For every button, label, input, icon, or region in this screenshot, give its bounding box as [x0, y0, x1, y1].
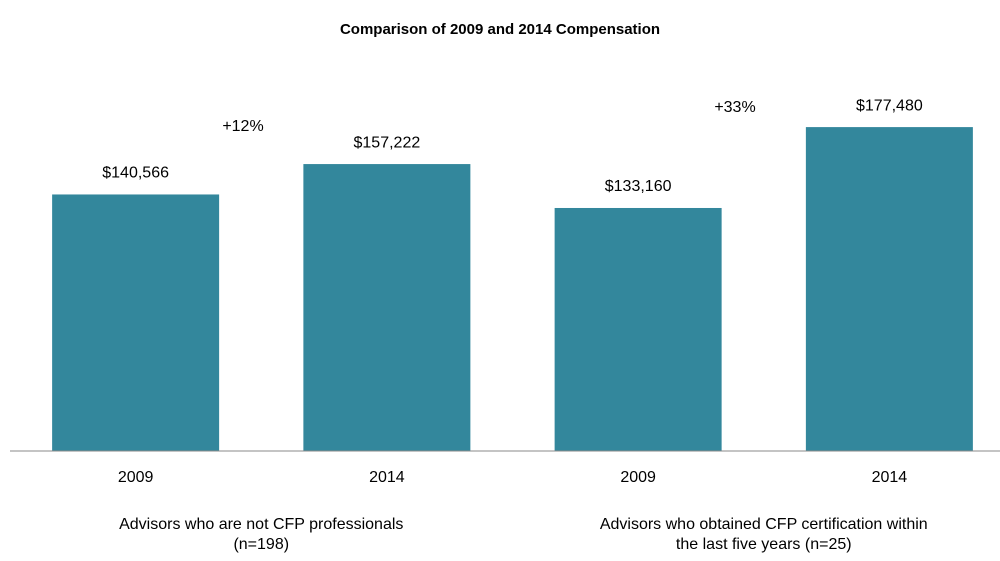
group-label: the last five years (n=25) — [676, 536, 852, 553]
x-tick-label: 2014 — [369, 469, 405, 486]
bar — [52, 194, 220, 452]
data-label: $177,480 — [856, 97, 923, 114]
bar — [805, 127, 973, 451]
bar — [303, 164, 471, 451]
x-tick-label: 2014 — [872, 469, 908, 486]
group-label: (n=198) — [233, 536, 289, 553]
annotation: +12% — [222, 118, 263, 135]
x-tick-label: 2009 — [118, 469, 154, 486]
group-label: Advisors who obtained CFP certification … — [600, 516, 928, 533]
data-label: $133,160 — [605, 178, 672, 195]
data-label: $140,566 — [102, 165, 169, 182]
group-label: Advisors who are not CFP professionals — [119, 516, 403, 533]
annotation: +33% — [714, 99, 755, 116]
x-tick-label: 2009 — [620, 469, 656, 486]
data-label: $157,222 — [354, 134, 421, 151]
chart-title: Comparison of 2009 and 2014 Compensation — [340, 21, 660, 38]
bar — [554, 207, 722, 451]
